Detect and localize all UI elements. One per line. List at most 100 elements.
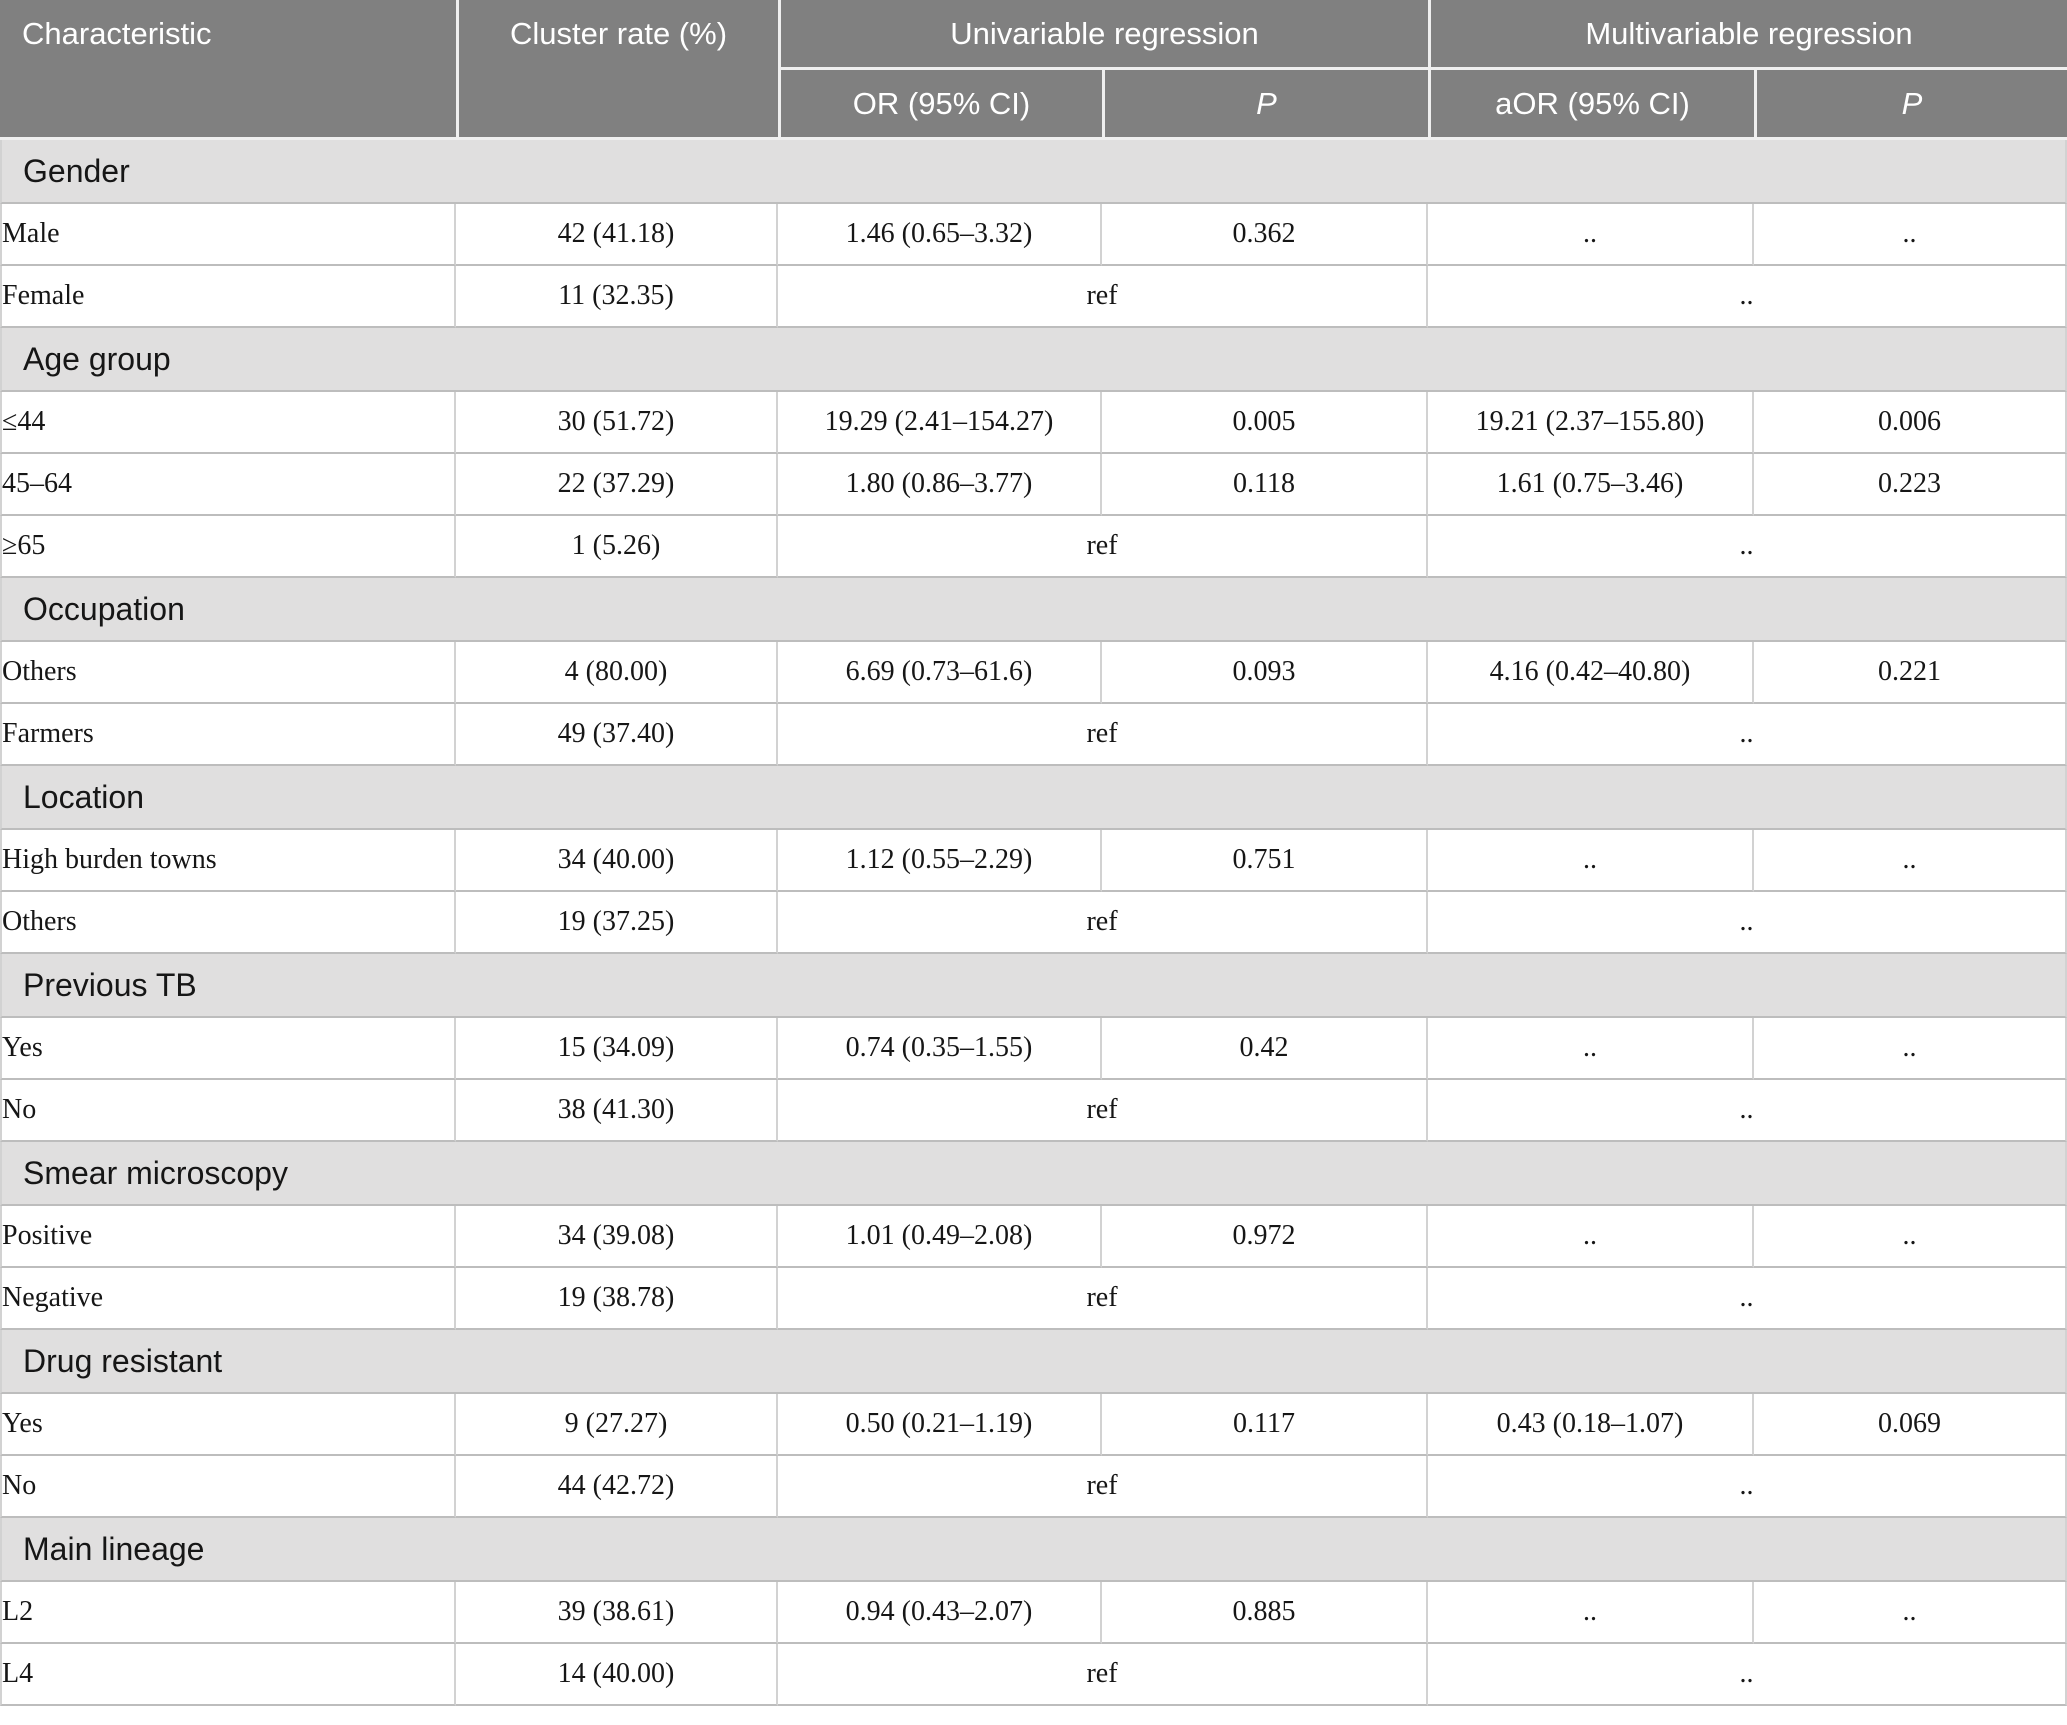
row-value: ref: [778, 1456, 1428, 1518]
row-value: 34 (39.08): [456, 1206, 778, 1268]
row-value: ref: [778, 1268, 1428, 1330]
column-header-or-ci: OR (95% CI): [778, 70, 1102, 140]
column-header-cluster-rate: Cluster rate (%): [456, 0, 778, 140]
row-value: 9 (27.27): [456, 1394, 778, 1456]
row-value: 39 (38.61): [456, 1582, 778, 1644]
section-title: Age group: [0, 328, 2067, 392]
section-title: Smear microscopy: [0, 1142, 2067, 1206]
row-value: 0.74 (0.35–1.55): [778, 1018, 1102, 1080]
table-body: Gender Male 42 (41.18) 1.46 (0.65–3.32) 0.36…: [0, 140, 2067, 1706]
section-row: Smear microscopy: [0, 1142, 2067, 1206]
row-value: 0.751: [1102, 830, 1428, 892]
row-label: Yes: [0, 1394, 456, 1456]
row-label: ≤44: [0, 392, 456, 454]
row-value: 44 (42.72): [456, 1456, 778, 1518]
row-value: ref: [778, 516, 1428, 578]
row-value: 0.50 (0.21–1.19): [778, 1394, 1102, 1456]
section-title: Gender: [0, 140, 2067, 204]
row-value: 1 (5.26): [456, 516, 778, 578]
column-header-aor-ci: aOR (95% CI): [1428, 70, 1754, 140]
row-value: ..: [1754, 830, 2067, 892]
row-value: 42 (41.18): [456, 204, 778, 266]
row-value: 1.80 (0.86–3.77): [778, 454, 1102, 516]
table-row: Male 42 (41.18) 1.46 (0.65–3.32) 0.362....: [0, 204, 2067, 266]
row-value: 19 (37.25): [456, 892, 778, 954]
row-value: ..: [1754, 1018, 2067, 1080]
section-row: Location: [0, 766, 2067, 830]
section-row: Gender: [0, 140, 2067, 204]
row-label: L4: [0, 1644, 456, 1706]
row-value: ..: [1754, 1206, 2067, 1268]
row-label: Negative: [0, 1268, 456, 1330]
row-label: ≥65: [0, 516, 456, 578]
table-row: ≤44 30 (51.72) 19.29 (2.41–154.27) 0.005 19.…: [0, 392, 2067, 454]
row-value: ref: [778, 266, 1428, 328]
row-value: 0.221: [1754, 642, 2067, 704]
row-value: ..: [1754, 204, 2067, 266]
row-value: 0.43 (0.18–1.07): [1428, 1394, 1754, 1456]
row-value: 0.093: [1102, 642, 1428, 704]
row-value: ..: [1428, 1644, 2067, 1706]
header-row-groups: Characteristic Cluster rate (%) Univaria…: [0, 0, 2067, 140]
row-value: ..: [1428, 1080, 2067, 1142]
row-value: 6.69 (0.73–61.6): [778, 642, 1102, 704]
row-label: Others: [0, 892, 456, 954]
row-value: 0.006: [1754, 392, 2067, 454]
row-value: 0.005: [1102, 392, 1428, 454]
row-label: Yes: [0, 1018, 456, 1080]
row-value: 1.01 (0.49–2.08): [778, 1206, 1102, 1268]
row-value: ..: [1428, 1268, 2067, 1330]
section-row: Main lineage: [0, 1518, 2067, 1582]
row-label: Positive: [0, 1206, 456, 1268]
row-value: 22 (37.29): [456, 454, 778, 516]
table-row: Positive 34 (39.08) 1.01 (0.49–2.08) 0.972.…: [0, 1206, 2067, 1268]
row-value: ..: [1428, 266, 2067, 328]
row-label: No: [0, 1456, 456, 1518]
row-value: 38 (41.30): [456, 1080, 778, 1142]
row-value: ..: [1428, 1018, 1754, 1080]
table-row: Yes 9 (27.27) 0.50 (0.21–1.19) 0.117 0.43 (0…: [0, 1394, 2067, 1456]
row-label: L2: [0, 1582, 456, 1644]
section-title: Location: [0, 766, 2067, 830]
column-group-univariable: Univariable regression: [778, 0, 1428, 70]
row-value: 4.16 (0.42–40.80): [1428, 642, 1754, 704]
row-value: ..: [1428, 830, 1754, 892]
row-value: 0.94 (0.43–2.07): [778, 1582, 1102, 1644]
row-label: Male: [0, 204, 456, 266]
row-value: 30 (51.72): [456, 392, 778, 454]
section-title: Main lineage: [0, 1518, 2067, 1582]
section-row: Occupation: [0, 578, 2067, 642]
row-label: High burden towns: [0, 830, 456, 892]
table-row: Yes 15 (34.09) 0.74 (0.35–1.55) 0.42....: [0, 1018, 2067, 1080]
row-value: 0.362: [1102, 204, 1428, 266]
table-row: Farmers 49 (37.40) ref..: [0, 704, 2067, 766]
table-row: L2 39 (38.61) 0.94 (0.43–2.07) 0.885....: [0, 1582, 2067, 1644]
row-value: ref: [778, 892, 1428, 954]
table-row: Others 19 (37.25) ref..: [0, 892, 2067, 954]
column-header-p-multivariable: P: [1754, 70, 2067, 140]
row-value: ..: [1428, 516, 2067, 578]
row-value: 49 (37.40): [456, 704, 778, 766]
row-value: 19.21 (2.37–155.80): [1428, 392, 1754, 454]
row-label: Others: [0, 642, 456, 704]
row-value: ref: [778, 1644, 1428, 1706]
table-row: Negative 19 (38.78) ref..: [0, 1268, 2067, 1330]
row-label: 45–64: [0, 454, 456, 516]
table-header: Characteristic Cluster rate (%) Univaria…: [0, 0, 2067, 140]
table-row: 45–64 22 (37.29) 1.80 (0.86–3.77) 0.118 1.61…: [0, 454, 2067, 516]
row-value: 14 (40.00): [456, 1644, 778, 1706]
row-value: ..: [1428, 892, 2067, 954]
row-value: 0.972: [1102, 1206, 1428, 1268]
row-value: 0.117: [1102, 1394, 1428, 1456]
row-value: ref: [778, 1080, 1428, 1142]
column-header-p-univariable: P: [1102, 70, 1428, 140]
section-title: Occupation: [0, 578, 2067, 642]
row-value: ref: [778, 704, 1428, 766]
table-row: No 44 (42.72) ref..: [0, 1456, 2067, 1518]
section-row: Drug resistant: [0, 1330, 2067, 1394]
row-value: ..: [1428, 1582, 1754, 1644]
row-label: Female: [0, 266, 456, 328]
table-row: Others 4 (80.00) 6.69 (0.73–61.6) 0.093 4.16…: [0, 642, 2067, 704]
row-value: 15 (34.09): [456, 1018, 778, 1080]
section-row: Age group: [0, 328, 2067, 392]
